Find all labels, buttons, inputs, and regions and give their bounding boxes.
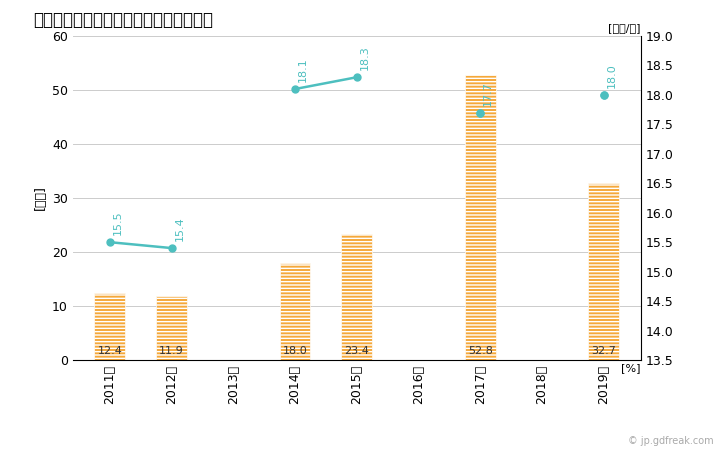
Text: 住宅用建築物の工事費予定額合計の推移: 住宅用建築物の工事費予定額合計の推移 [33,11,213,29]
Text: 11.9: 11.9 [159,346,184,356]
Bar [464,75,496,360]
Bar [588,184,619,360]
Text: 18.3: 18.3 [360,45,370,70]
Text: 18.1: 18.1 [298,57,308,82]
Bar [156,296,187,360]
Text: 18.0: 18.0 [282,346,307,356]
Text: 15.5: 15.5 [113,211,123,235]
Text: 18.0: 18.0 [606,63,617,88]
Text: 12.4: 12.4 [98,346,122,356]
Text: [%]: [%] [621,363,641,373]
Text: © jp.gdfreak.com: © jp.gdfreak.com [628,436,713,446]
Bar [95,293,125,360]
Text: 15.4: 15.4 [175,216,185,241]
Bar [280,263,310,360]
Y-axis label: [億円]: [億円] [33,185,47,211]
Text: 32.7: 32.7 [591,346,616,356]
Bar [341,234,372,360]
Text: 52.8: 52.8 [467,346,493,356]
Text: [万円/㎡]: [万円/㎡] [608,23,641,33]
Text: 17.7: 17.7 [483,81,494,105]
Text: 23.4: 23.4 [344,346,369,356]
